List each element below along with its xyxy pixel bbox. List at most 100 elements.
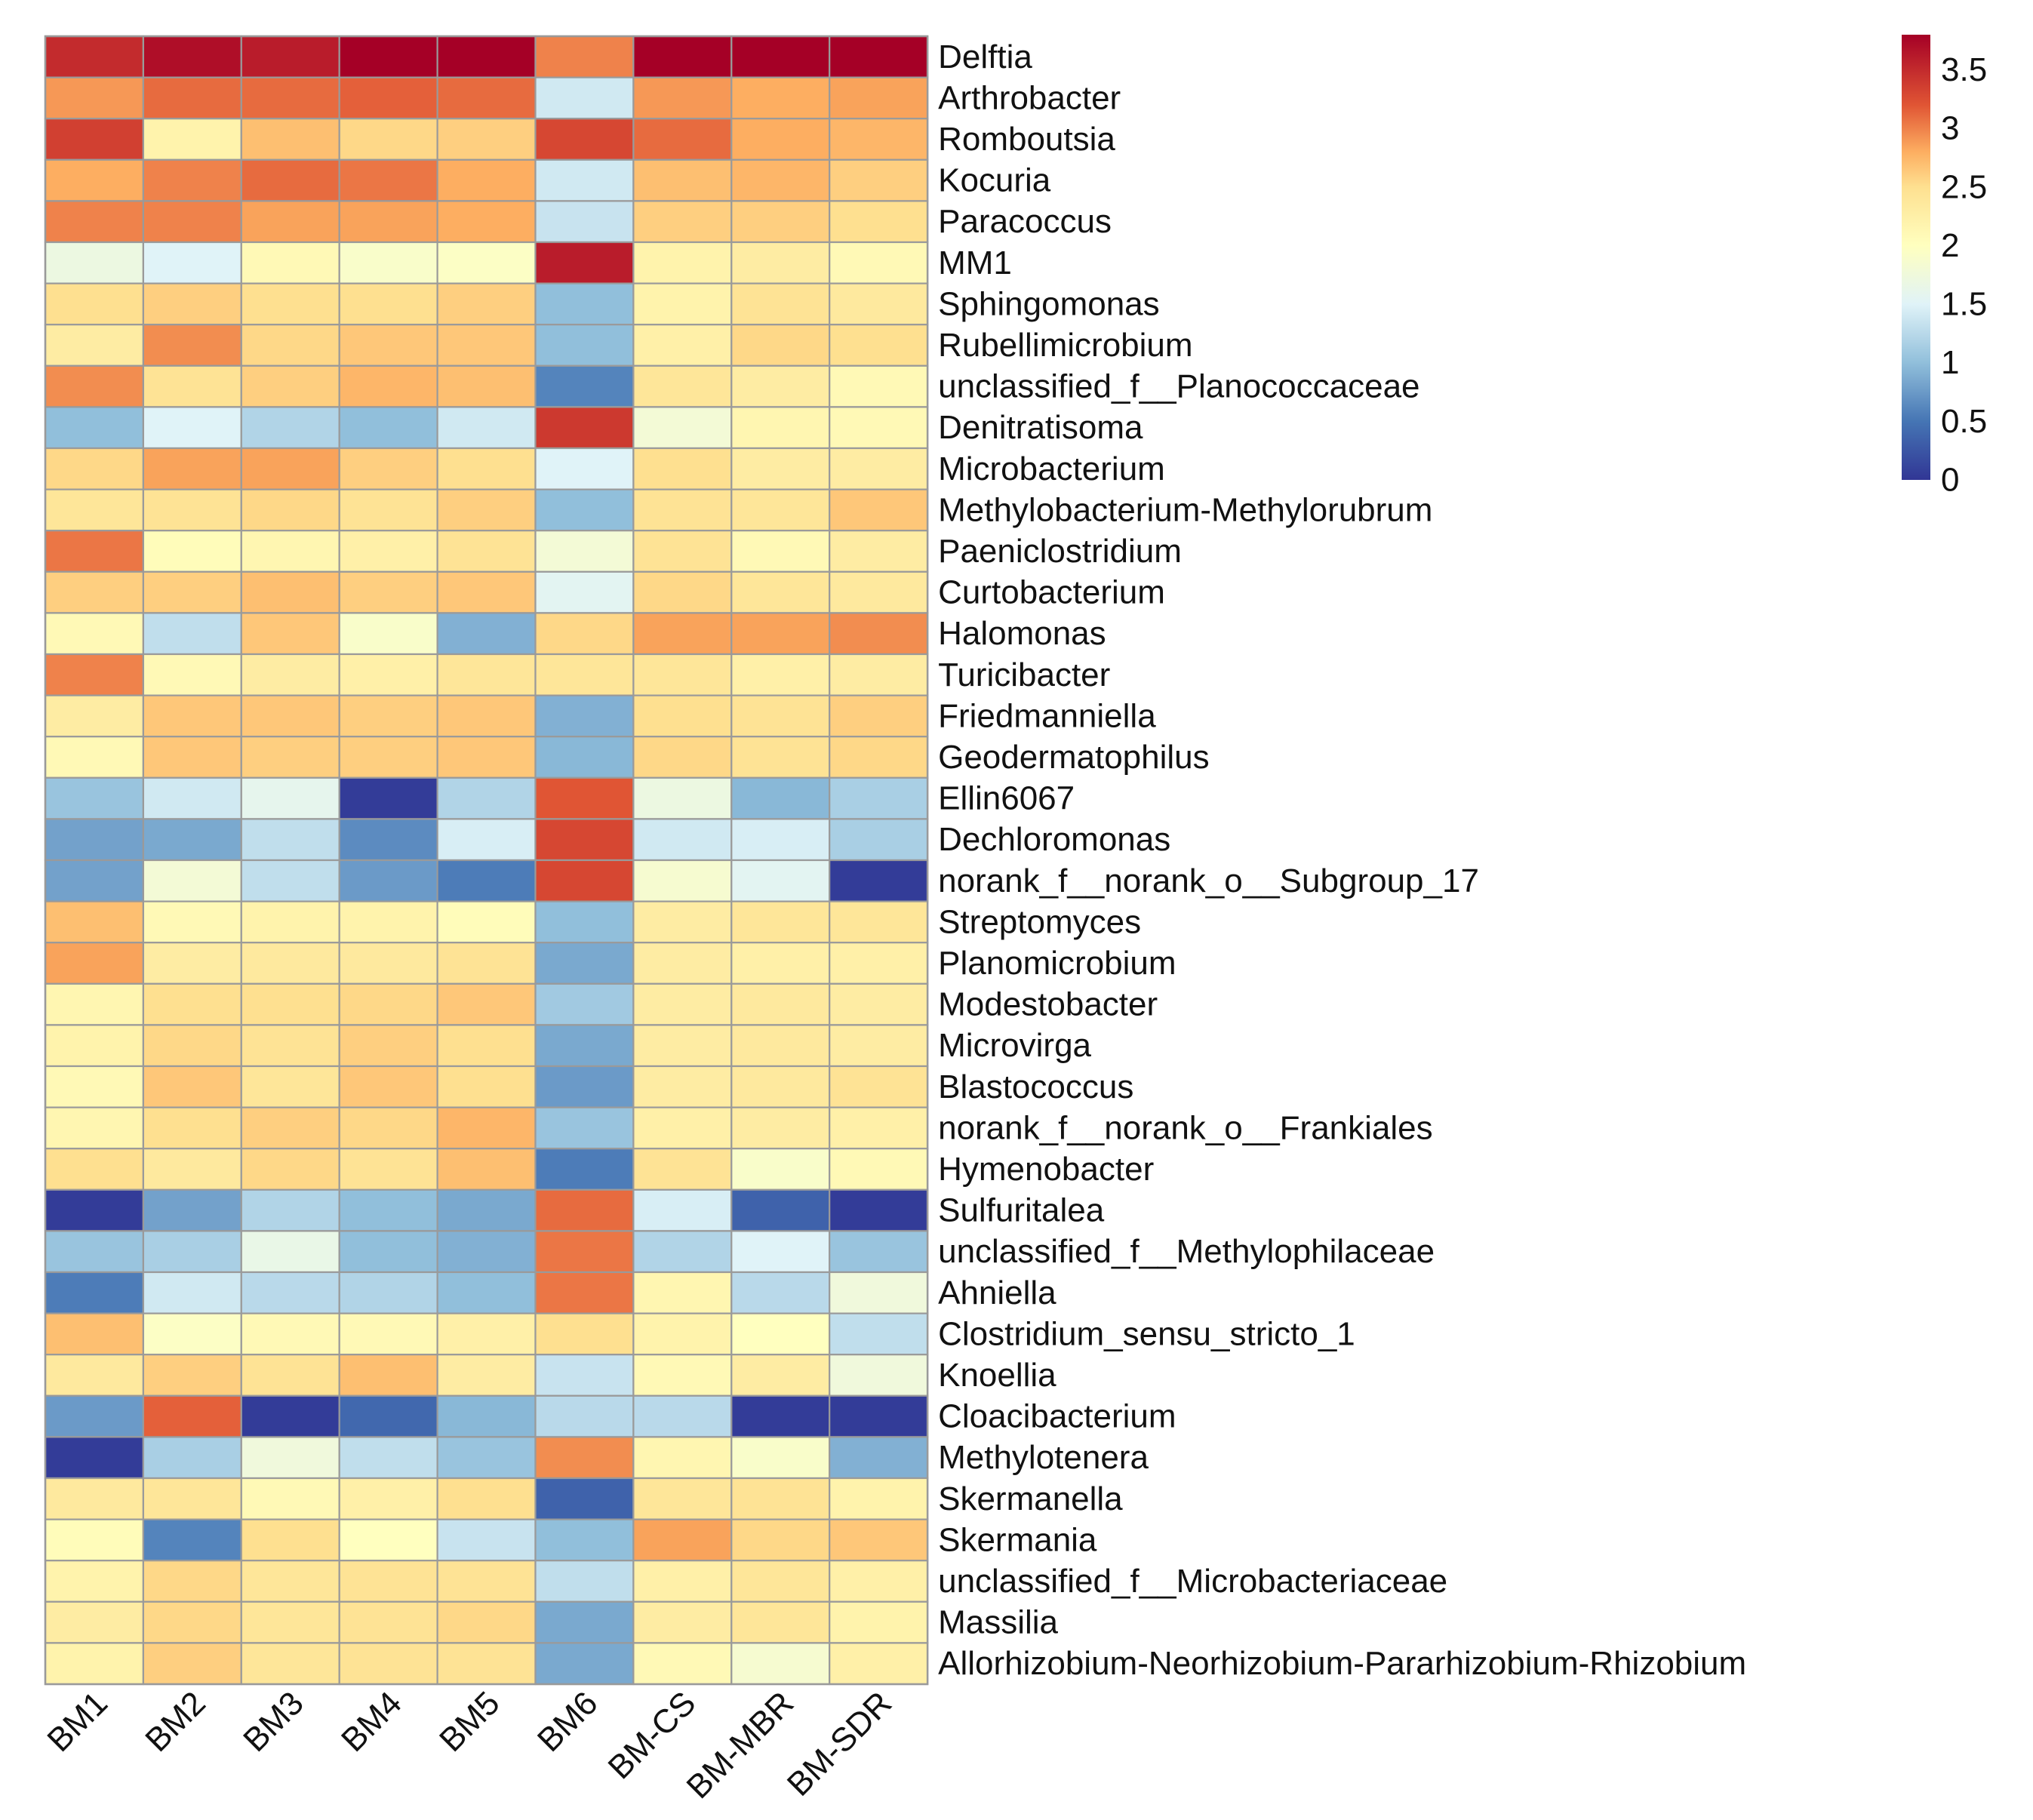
row-label: Paeniclostridium: [938, 533, 1182, 570]
row-labels: Delftia Arthrobacter Romboutsia Kocuria Para…: [938, 38, 1746, 1682]
heatmap-cell: [436, 1312, 537, 1356]
heatmap-cell: [632, 1230, 733, 1274]
heatmap-cell: [436, 447, 537, 490]
heatmap-cell: [829, 530, 929, 573]
heatmap-cell: [338, 1354, 438, 1397]
heatmap-cell: [730, 1642, 831, 1686]
heatmap-cell: [632, 1024, 733, 1068]
heatmap-cell: [240, 364, 340, 408]
heatmap-cell: [829, 1148, 929, 1191]
heatmap-cell: [632, 1188, 733, 1232]
color-scale-bar: [1902, 35, 1930, 480]
heatmap-cell: [730, 1477, 831, 1520]
heatmap-cell: [338, 35, 438, 78]
row-label: Arthrobacter: [938, 79, 1121, 116]
heatmap-cell: [142, 35, 242, 78]
heatmap-cell: [142, 1354, 242, 1397]
heatmap-cell: [829, 158, 929, 202]
heatmap-cell: [730, 447, 831, 490]
heatmap-cell: [142, 859, 242, 902]
heatmap-cell: [730, 241, 831, 284]
heatmap-cell: [534, 406, 635, 450]
heatmap-cell: [829, 1518, 929, 1562]
heatmap-cell: [436, 406, 537, 450]
heatmap-cell: [730, 859, 831, 902]
heatmap-cell: [534, 282, 635, 326]
heatmap-cell: [829, 200, 929, 244]
heatmap-cell: [142, 1106, 242, 1150]
heatmap-cell: [142, 1642, 242, 1686]
heatmap-cell: [240, 612, 340, 656]
heatmap-cell: [534, 1477, 635, 1520]
heatmap-cell: [829, 1024, 929, 1068]
heatmap-cell: [632, 1600, 733, 1644]
heatmap-cell: [240, 200, 340, 244]
heatmap-cell: [730, 35, 831, 78]
heatmap-cell: [534, 1230, 635, 1274]
heatmap-cell: [829, 324, 929, 367]
heatmap-cell: [142, 1148, 242, 1191]
heatmap-cell: [534, 776, 635, 820]
heatmap-cell: [730, 818, 831, 862]
heatmap-cell: [436, 653, 537, 696]
heatmap-cell: [829, 282, 929, 326]
heatmap-cell: [436, 1024, 537, 1068]
heatmap-cell: [142, 1312, 242, 1356]
heatmap-cell: [534, 736, 635, 779]
heatmap-cell: [632, 900, 733, 944]
heatmap-cell: [534, 488, 635, 532]
heatmap-cell: [730, 612, 831, 656]
heatmap-cell: [632, 736, 733, 779]
heatmap-cell: [240, 488, 340, 532]
heatmap-cell: [338, 1065, 438, 1108]
heatmap-cell: [44, 1148, 144, 1191]
heatmap-cell: [534, 694, 635, 738]
heatmap-cell: [44, 364, 144, 408]
heatmap-cell: [142, 76, 242, 120]
heatmap-cell: [534, 1560, 635, 1603]
row-label: norank_f__norank_o__Subgroup_17: [938, 862, 1479, 899]
heatmap-cell: [142, 1560, 242, 1603]
heatmap-cell: [436, 1148, 537, 1191]
heatmap-cell: [436, 200, 537, 244]
heatmap-cell: [338, 859, 438, 902]
heatmap-cell: [44, 1642, 144, 1686]
heatmap-cell: [338, 158, 438, 202]
heatmap-cell: [436, 900, 537, 944]
heatmap-cell: [240, 818, 340, 862]
row-label: Cloacibacterium: [938, 1398, 1176, 1435]
heatmap-cell: [730, 1436, 831, 1480]
heatmap-cell: [142, 1477, 242, 1520]
row-label: Geodermatophilus: [938, 739, 1210, 776]
heatmap-cell: [730, 982, 831, 1026]
heatmap-cell: [730, 530, 831, 573]
heatmap-cell: [436, 35, 537, 78]
heatmap-cell: [829, 1560, 929, 1603]
heatmap-cell: [142, 612, 242, 656]
heatmap-cell: [240, 1271, 340, 1314]
color-scale-tick-label: 0: [1941, 462, 1959, 499]
row-label: Methylobacterium-Methylorubrum: [938, 491, 1432, 528]
row-label: Sulfuritalea: [938, 1192, 1105, 1229]
color-scale-tick-label: 0.5: [1941, 403, 1987, 440]
heatmap-cell: [240, 530, 340, 573]
heatmap-cell: [338, 736, 438, 779]
heatmap-cell: [240, 1312, 340, 1356]
heatmap-cell: [534, 653, 635, 696]
heatmap-cell: [240, 1024, 340, 1068]
row-label: Clostridium_sensu_stricto_1: [938, 1315, 1355, 1352]
heatmap-cell: [632, 1436, 733, 1480]
heatmap-cell: [240, 736, 340, 779]
heatmap-cell: [142, 118, 242, 161]
heatmap-cell: [436, 1106, 537, 1150]
heatmap-cell: [44, 447, 144, 490]
heatmap-cell: [632, 818, 733, 862]
heatmap-cell: [534, 1354, 635, 1397]
heatmap-cell: [338, 530, 438, 573]
heatmap-cell: [730, 776, 831, 820]
heatmap-cell: [338, 1230, 438, 1274]
heatmap-cell: [632, 118, 733, 161]
heatmap-cell: [436, 570, 537, 614]
